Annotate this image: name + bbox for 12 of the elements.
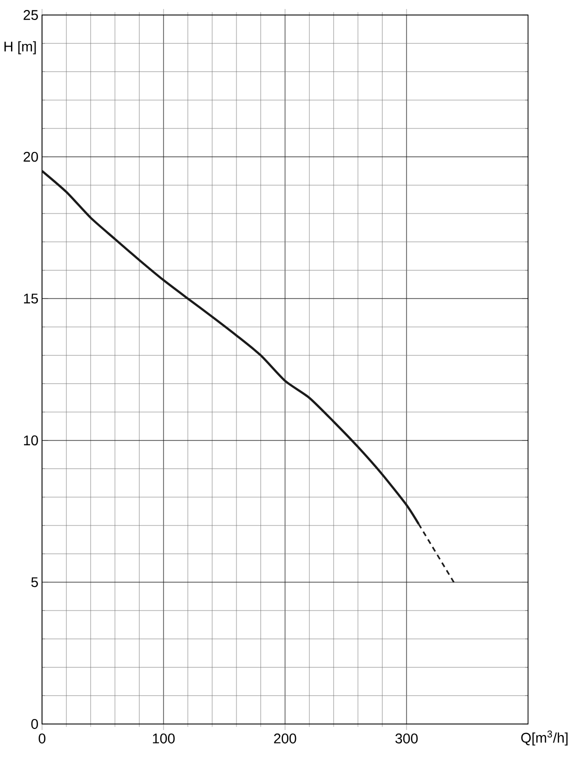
x-tick-label: 200 (274, 734, 296, 744)
x-tick-label: 0 (38, 734, 46, 744)
y-tick-label: 25 (24, 10, 38, 20)
y-tick-label: 5 (31, 577, 38, 588)
y-tick-label: 15 (24, 294, 38, 304)
x-tick-label: 100 (152, 734, 175, 744)
y-tick-label: 20 (24, 152, 38, 162)
y-tick-label: 0 (31, 719, 38, 729)
y-tick-label: 10 (24, 435, 38, 446)
y-axis-title: H [m] (4, 41, 36, 54)
x-axis-title: Q[m$^{3}$/h] (521, 730, 568, 746)
x-tick-label: 300 (395, 734, 418, 744)
